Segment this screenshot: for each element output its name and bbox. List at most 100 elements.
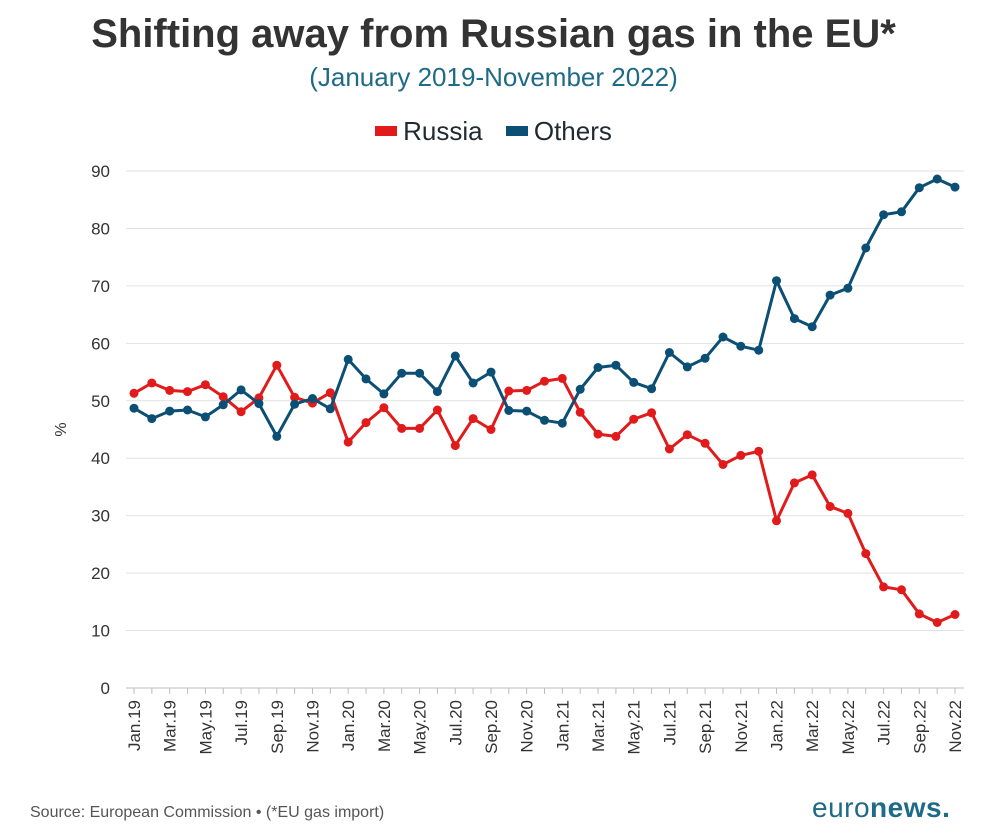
x-tick-label: May.22 [839,700,858,755]
x-tick-label: Nov.19 [303,700,322,753]
y-tick-label: 10 [91,622,110,641]
y-tick-label: 0 [101,679,110,698]
euronews-logo: euronews. [812,792,951,823]
data-point-russia [914,609,924,619]
x-tick-label: Nov.20 [518,700,537,753]
x-tick-label: Sep.22 [910,700,929,754]
data-point-others [522,406,532,416]
data-point-others [611,360,621,370]
data-point-russia [504,386,514,396]
data-point-russia [611,431,621,441]
legend-label-russia: Russia [403,115,483,146]
data-point-others [236,385,246,395]
data-point-others [629,377,639,387]
data-point-russia [325,388,335,398]
legend-label-others: Others [533,115,612,146]
x-tick-label: Nov.21 [732,700,751,753]
data-point-others [290,399,300,409]
data-point-russia [415,423,425,433]
data-point-russia [718,460,728,469]
data-point-others [432,387,442,397]
data-point-others [218,400,228,410]
data-point-russia [397,423,407,433]
data-point-russia [700,438,710,448]
data-point-others [165,406,175,416]
x-tick-label: Jan.21 [553,700,572,751]
x-tick-label: Jan.20 [339,700,358,751]
data-point-russia [486,425,496,434]
data-point-russia [557,373,567,383]
legend-item-russia[interactable]: Russia [375,115,483,147]
y-tick-label: 70 [91,277,110,296]
data-point-russia [664,444,674,454]
data-point-others [272,431,282,441]
x-tick-label: Sep.21 [696,700,715,754]
data-point-others [415,368,425,378]
data-point-others [575,384,585,394]
x-tick-label: Nov.22 [946,700,965,753]
data-point-russia [236,407,246,417]
legend-swatch-russia [375,126,398,136]
data-point-others [379,389,389,399]
data-point-russia [468,414,478,424]
x-tick-label: Jul.21 [660,700,679,745]
y-tick-label: 50 [91,392,110,411]
data-point-russia [343,437,353,447]
data-point-russia [522,385,532,395]
data-point-russia [593,429,603,439]
data-point-russia [200,380,210,390]
source-note: Source: European Commission • (*EU gas i… [30,804,385,821]
x-tick-label: Sep.20 [482,700,501,754]
data-point-russia [789,478,799,488]
x-tick-label: Jul.20 [446,700,465,745]
data-point-russia [218,392,228,402]
y-tick-label: 20 [91,564,110,583]
x-tick-label: Mar.19 [161,700,180,752]
data-point-russia [183,387,192,397]
data-point-russia [807,470,817,480]
data-point-others [468,378,478,388]
data-point-russia [736,450,746,460]
data-point-others [700,353,710,363]
data-point-others [789,314,799,324]
data-point-others [183,405,192,415]
x-tick-label: May.21 [625,700,644,755]
data-point-others [807,322,817,332]
data-point-russia [682,430,692,440]
data-point-russia [129,388,139,398]
legend-swatch-others [505,126,528,136]
data-point-others [718,332,728,342]
data-point-russia [647,408,657,418]
y-tick-label: 40 [91,449,110,468]
data-point-others [825,290,835,300]
data-point-russia [165,385,175,395]
data-point-others [754,345,764,355]
data-point-russia [754,446,764,456]
data-point-others [450,351,460,361]
x-tick-label: May.19 [196,700,215,755]
data-point-russia [825,502,835,511]
data-point-others [879,210,889,220]
data-point-others [540,415,549,425]
data-point-russia [772,516,781,526]
data-point-others [914,183,924,193]
legend-item-others[interactable]: Others [505,115,612,147]
chart-title: Shifting away from Russian gas in the EU… [91,12,896,56]
data-point-others [343,354,353,364]
data-point-others [682,362,692,372]
data-point-others [772,276,781,286]
data-point-others [593,363,603,372]
data-point-russia [897,585,906,595]
data-point-russia [932,618,942,627]
data-point-russia [450,441,460,451]
x-tick-label: Mar.21 [589,700,608,752]
data-point-others [147,414,157,424]
chart-legend: Russia Others [0,112,987,147]
x-tick-label: Jul.19 [232,700,251,745]
chart-subtitle: (January 2019-November 2022) [309,62,678,92]
data-point-russia [879,582,889,592]
data-point-russia [432,405,442,415]
y-tick-label: 90 [91,162,110,181]
y-tick-label: 60 [91,334,110,353]
y-tick-label: 80 [91,219,110,238]
